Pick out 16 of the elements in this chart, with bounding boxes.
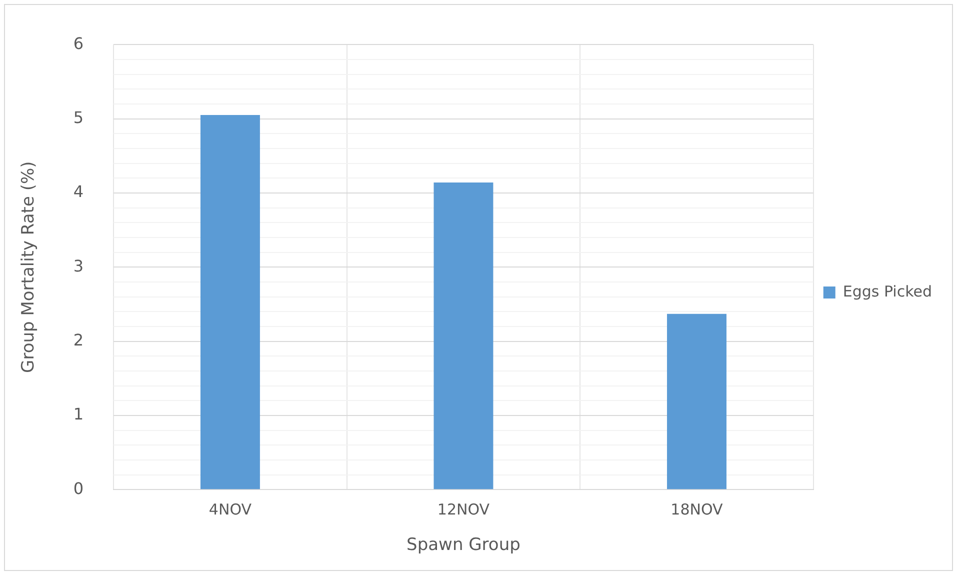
- y-tick-label: 6: [73, 34, 84, 53]
- y-tick-label: 1: [73, 404, 84, 424]
- y-tick-label: 4: [73, 182, 84, 202]
- y-tick-label: 3: [73, 256, 84, 276]
- y-tick-label: 5: [73, 108, 84, 127]
- bar: [666, 314, 726, 490]
- bar: [434, 182, 494, 490]
- x-axis-title: Spawn Group: [406, 535, 520, 556]
- y-tick-label: 0: [73, 478, 84, 498]
- x-tick-label: 4NOV: [208, 500, 252, 518]
- x-tick-label: 18NOV: [670, 500, 724, 518]
- y-axis-title: Group Mortality Rate (%): [18, 161, 39, 373]
- y-tick-label: 2: [73, 330, 84, 350]
- x-tick-label: 12NOV: [437, 500, 490, 518]
- bar: [200, 115, 260, 490]
- legend-label: Eggs Picked: [842, 282, 932, 300]
